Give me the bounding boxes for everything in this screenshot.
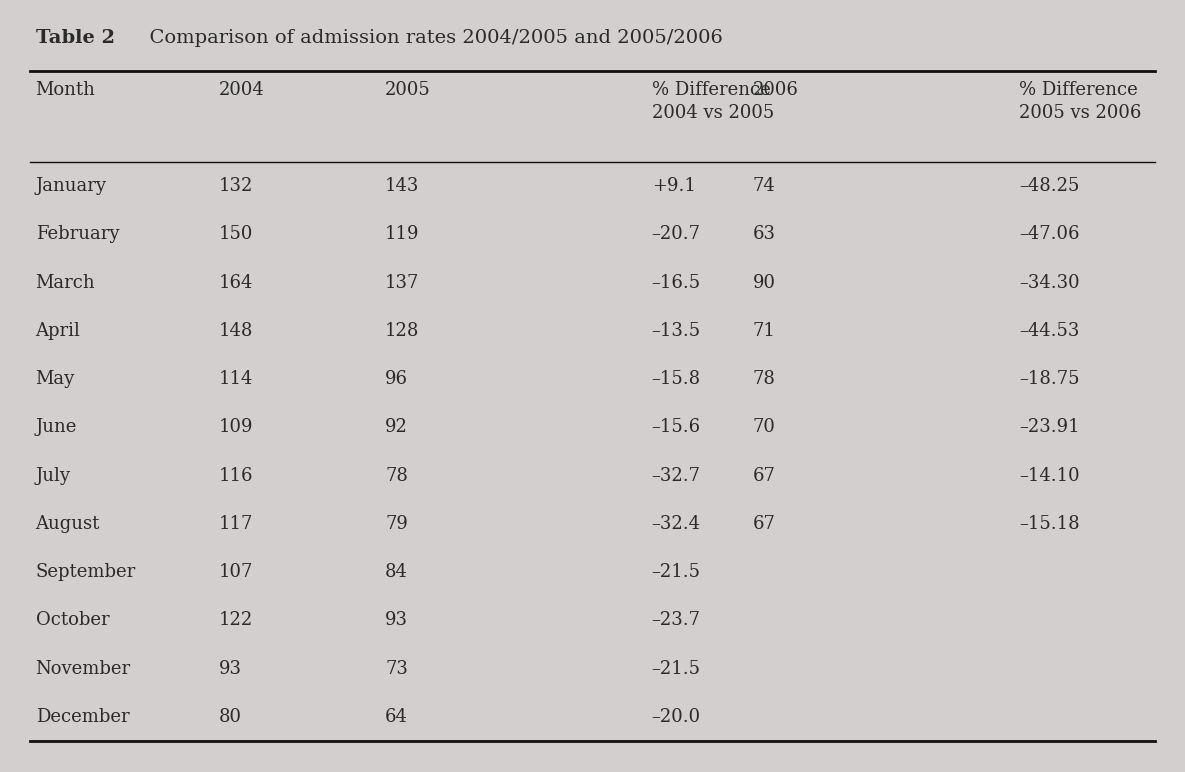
Text: January: January: [36, 178, 107, 195]
Text: 80: 80: [219, 708, 242, 726]
Text: 128: 128: [385, 322, 419, 340]
Text: August: August: [36, 515, 100, 533]
Text: June: June: [36, 418, 77, 436]
Text: March: March: [36, 274, 95, 292]
Text: –15.18: –15.18: [1019, 515, 1080, 533]
Text: –21.5: –21.5: [652, 564, 700, 581]
Text: –20.0: –20.0: [652, 708, 700, 726]
Text: 132: 132: [219, 178, 254, 195]
Text: –14.10: –14.10: [1019, 467, 1080, 485]
Text: September: September: [36, 564, 136, 581]
Text: 67: 67: [752, 467, 775, 485]
Text: –15.8: –15.8: [652, 371, 700, 388]
Text: 143: 143: [385, 178, 419, 195]
Text: % Difference
2004 vs 2005: % Difference 2004 vs 2005: [652, 81, 774, 122]
Text: –23.7: –23.7: [652, 611, 700, 629]
Text: 137: 137: [385, 274, 419, 292]
Text: 93: 93: [385, 611, 408, 629]
Text: 116: 116: [219, 467, 254, 485]
Text: –23.91: –23.91: [1019, 418, 1080, 436]
Text: February: February: [36, 225, 118, 243]
Text: 107: 107: [219, 564, 254, 581]
Text: –16.5: –16.5: [652, 274, 700, 292]
Text: –32.4: –32.4: [652, 515, 700, 533]
Text: –32.7: –32.7: [652, 467, 700, 485]
Text: 96: 96: [385, 371, 408, 388]
Text: 122: 122: [219, 611, 254, 629]
Text: 73: 73: [385, 660, 408, 678]
Text: 70: 70: [752, 418, 775, 436]
Text: –13.5: –13.5: [652, 322, 700, 340]
Text: 84: 84: [385, 564, 408, 581]
Text: 92: 92: [385, 418, 408, 436]
Text: % Difference
2005 vs 2006: % Difference 2005 vs 2006: [1019, 81, 1141, 122]
Text: December: December: [36, 708, 129, 726]
Text: 117: 117: [219, 515, 254, 533]
Text: 148: 148: [219, 322, 254, 340]
Text: 74: 74: [752, 178, 775, 195]
Text: 78: 78: [385, 467, 408, 485]
Text: 2005: 2005: [385, 81, 431, 99]
Text: 64: 64: [385, 708, 408, 726]
Text: Comparison of admission rates 2004/2005 and 2005/2006: Comparison of admission rates 2004/2005 …: [137, 29, 723, 47]
Text: +9.1: +9.1: [652, 178, 696, 195]
Text: Table 2: Table 2: [36, 29, 115, 47]
Text: 63: 63: [752, 225, 775, 243]
Text: –20.7: –20.7: [652, 225, 700, 243]
Text: May: May: [36, 371, 75, 388]
Text: 2006: 2006: [752, 81, 799, 99]
Text: –15.6: –15.6: [652, 418, 700, 436]
Text: 150: 150: [219, 225, 254, 243]
Text: –48.25: –48.25: [1019, 178, 1080, 195]
Text: 78: 78: [752, 371, 775, 388]
Text: –47.06: –47.06: [1019, 225, 1080, 243]
Text: 71: 71: [752, 322, 775, 340]
Text: –21.5: –21.5: [652, 660, 700, 678]
Text: 164: 164: [219, 274, 254, 292]
Text: –44.53: –44.53: [1019, 322, 1080, 340]
Text: 2004: 2004: [219, 81, 265, 99]
Text: April: April: [36, 322, 81, 340]
Text: Month: Month: [36, 81, 96, 99]
Text: –34.30: –34.30: [1019, 274, 1080, 292]
Text: October: October: [36, 611, 109, 629]
Text: 93: 93: [219, 660, 242, 678]
Text: 119: 119: [385, 225, 419, 243]
Text: 109: 109: [219, 418, 254, 436]
Text: –18.75: –18.75: [1019, 371, 1080, 388]
Text: 114: 114: [219, 371, 254, 388]
Text: 79: 79: [385, 515, 408, 533]
Text: 90: 90: [752, 274, 775, 292]
Text: 67: 67: [752, 515, 775, 533]
Text: November: November: [36, 660, 130, 678]
Text: July: July: [36, 467, 71, 485]
